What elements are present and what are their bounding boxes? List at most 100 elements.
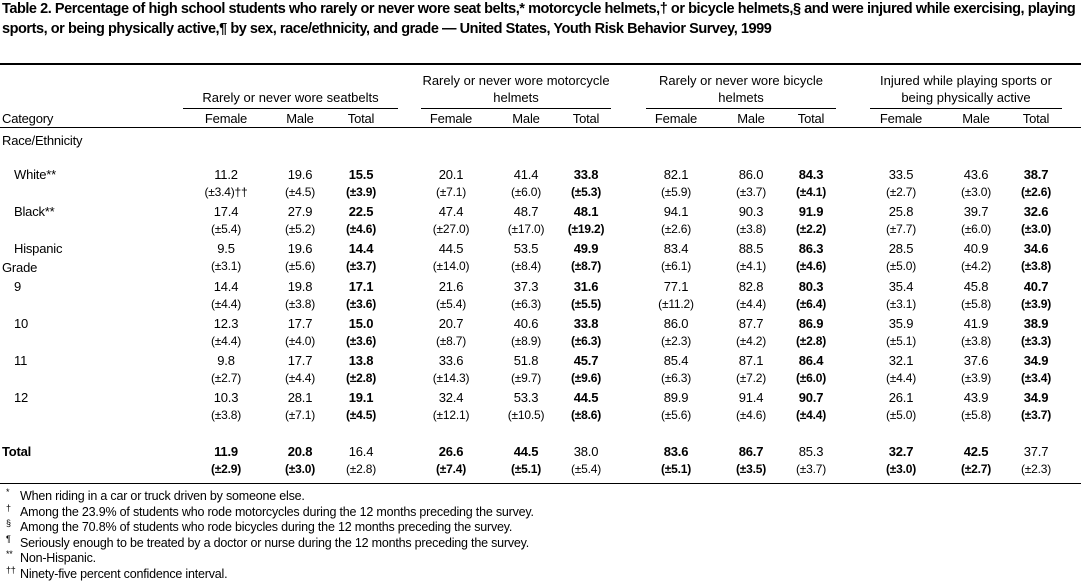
cell-ci: (±5.3) <box>570 185 602 199</box>
cell-ci: (±27.0) <box>432 222 470 236</box>
cell-value: 12.3 <box>213 316 239 331</box>
row-label: 9 <box>14 279 22 294</box>
cell-value: 41.9 <box>963 316 989 331</box>
cell-ci: (±2.2) <box>795 222 827 236</box>
cell-ci: (±6.3) <box>570 334 602 348</box>
cell-ci: (±2.8) <box>345 371 377 385</box>
cell-value: 48.1 <box>573 204 599 219</box>
cell-ci: (±3.4) <box>1020 371 1052 385</box>
cell-value: 48.7 <box>513 204 539 219</box>
cell-value: 53.3 <box>513 390 539 405</box>
cell-ci: (±3.9) <box>345 185 377 199</box>
cell-ci: (±11.2) <box>658 297 694 311</box>
cell-value: 87.7 <box>738 316 764 331</box>
cell-value: 14.4 <box>348 241 374 256</box>
cell-ci: (±2.3) <box>1020 462 1052 476</box>
cell-value: 86.3 <box>798 241 824 256</box>
cell-ci: (±19.2) <box>567 222 605 236</box>
cell-ci: (±4.2) <box>960 259 992 273</box>
total-label: Total <box>2 444 32 459</box>
cell-value: 22.5 <box>348 204 374 219</box>
cell-ci: (±9.6) <box>570 371 602 385</box>
cell-ci: (±3.9) <box>960 371 992 385</box>
cell-ci: (±14.3) <box>432 371 470 385</box>
cell-value: 10.3 <box>213 390 239 405</box>
cell-value: 17.7 <box>287 316 313 331</box>
footnote-symbol: * <box>6 487 10 497</box>
cell-value: 33.5 <box>888 167 914 182</box>
group-header: Injured while playing sports or being ph… <box>880 73 1052 105</box>
cell-value: 21.6 <box>438 279 464 294</box>
cell-ci: (±5.2) <box>284 222 316 236</box>
cell-ci: (±2.6) <box>1020 185 1052 199</box>
cell-ci: (±2.3) <box>660 334 692 348</box>
cell-ci: (±17.0) <box>507 222 545 236</box>
group-header: Rarely or never wore motorcycle helmets <box>422 73 610 105</box>
cell-value: 85.4 <box>663 353 689 368</box>
cell-ci: (±3.1) <box>210 259 242 273</box>
cell-ci: (±5.1) <box>885 334 917 348</box>
cell-value: 34.9 <box>1023 390 1049 405</box>
cell-value: 49.9 <box>573 241 599 256</box>
cell-value: 86.0 <box>663 316 689 331</box>
cell-value: 32.6 <box>1023 204 1049 219</box>
row-label: 10 <box>14 316 29 331</box>
cell-value: 26.1 <box>888 390 914 405</box>
footnote-symbol: § <box>6 518 11 528</box>
cell-value: 27.9 <box>287 204 313 219</box>
group-header: Rarely or never wore seatbelts <box>202 90 379 105</box>
cell-ci: (±7.1) <box>435 185 467 199</box>
cell-value: 89.9 <box>663 390 689 405</box>
sub-header: Female <box>654 111 698 126</box>
cell-value: 85.3 <box>798 444 824 459</box>
cell-ci: (±12.1) <box>432 408 470 422</box>
group-header: Rarely or never wore bicycle helmets <box>658 73 823 105</box>
cell-ci: (±5.8) <box>960 297 992 311</box>
cell-value: 86.9 <box>798 316 824 331</box>
cell-ci: (±3.0) <box>960 185 992 199</box>
header-rule <box>0 127 1081 128</box>
cell-value: 35.4 <box>888 279 914 294</box>
category-header: Category <box>2 111 54 126</box>
row-label: 11 <box>14 353 28 368</box>
cell-value: 38.7 <box>1023 167 1049 182</box>
cell-value: 37.7 <box>1023 444 1049 459</box>
cell-value: 32.4 <box>438 390 464 405</box>
cell-value: 19.1 <box>348 390 374 405</box>
footnote: ** Non-Hispanic. <box>6 547 96 566</box>
cell-ci: (±3.7) <box>1020 408 1052 422</box>
cell-value: 88.5 <box>738 241 764 256</box>
cell-ci: (±9.7) <box>510 371 542 385</box>
footnote-text: Ninety-five percent confidence interval. <box>20 566 228 581</box>
cell-ci: (±3.5) <box>735 462 767 476</box>
cell-value: 53.5 <box>513 241 539 256</box>
cell-value: 15.5 <box>348 167 374 182</box>
cell-ci: (±8.6) <box>570 408 602 422</box>
cell-ci: (±2.9) <box>210 462 242 476</box>
cell-ci: (±6.3) <box>660 371 692 385</box>
cell-ci: (±2.7) <box>210 371 242 385</box>
cell-ci: (±14.0) <box>432 259 470 273</box>
cell-value: 20.8 <box>287 444 313 459</box>
cell-value: 91.9 <box>798 204 824 219</box>
cell-ci: (±3.7) <box>345 259 377 273</box>
cell-value: 32.7 <box>888 444 914 459</box>
group-underline <box>870 108 1062 109</box>
cell-value: 38.0 <box>573 444 599 459</box>
cell-ci: (±4.1) <box>795 185 827 199</box>
footnote: * When riding in a car or truck driven by… <box>6 485 305 504</box>
footnote-text: Seriously enough to be treated by a doct… <box>20 535 530 550</box>
cell-value: 34.6 <box>1023 241 1049 256</box>
cell-ci: (±4.2) <box>735 334 767 348</box>
cell-value: 51.8 <box>513 353 539 368</box>
cell-value: 90.7 <box>798 390 824 405</box>
cell-ci: (±10.5) <box>507 408 545 422</box>
cell-ci: (±5.6) <box>284 259 316 273</box>
table-title: Table 2. Percentage of high school stude… <box>2 1 1076 37</box>
cell-ci: (±3.8) <box>1020 259 1052 273</box>
group-underline <box>421 108 611 109</box>
row-label: Hispanic <box>14 241 63 256</box>
cell-value: 83.4 <box>663 241 689 256</box>
cell-ci: (±4.4) <box>284 371 316 385</box>
cell-value: 42.5 <box>963 444 989 459</box>
